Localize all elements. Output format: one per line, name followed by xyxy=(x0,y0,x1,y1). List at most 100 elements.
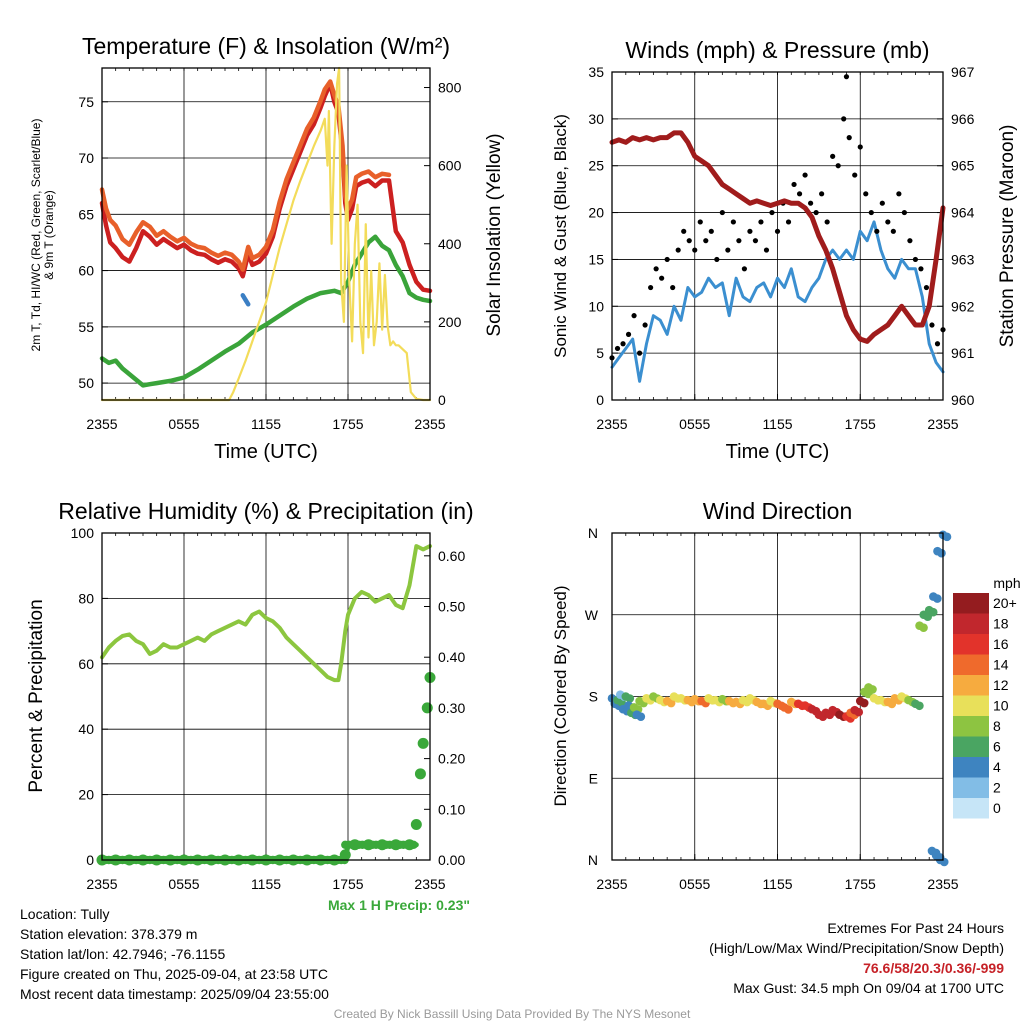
gust-point xyxy=(857,144,863,150)
precip-point xyxy=(421,702,433,714)
gust-point xyxy=(730,219,736,225)
y-tick-label: 40 xyxy=(78,721,94,737)
chart-title: Relative Humidity (%) & Precipitation (i… xyxy=(58,498,473,524)
y2-tick-label: 965 xyxy=(951,158,975,174)
extremes-title: Extremes For Past 24 Hours xyxy=(827,920,1004,936)
direction-point xyxy=(937,548,946,558)
precip-point xyxy=(404,839,415,851)
gust-point xyxy=(642,322,648,328)
gust-point xyxy=(863,191,869,197)
gust-point xyxy=(841,116,847,122)
gust-point xyxy=(846,135,852,141)
colorbar-swatch xyxy=(953,716,989,737)
y-tick-label: 55 xyxy=(78,319,94,335)
chart-title: Wind Direction xyxy=(703,498,853,524)
gust-point xyxy=(692,247,698,253)
x-tick-label: 2355 xyxy=(414,876,445,892)
colorbar-tick-label: 4 xyxy=(993,759,1001,775)
precip-point xyxy=(410,819,422,831)
x-tick-label: 2355 xyxy=(86,416,117,432)
colorbar-swatch xyxy=(953,593,989,614)
colorbar-swatch xyxy=(953,695,989,716)
precip-point xyxy=(349,839,361,851)
gust-point xyxy=(796,191,803,197)
x-tick-label: 1755 xyxy=(332,876,363,892)
x-tick-label: 1755 xyxy=(332,416,363,432)
plot-frame xyxy=(101,532,431,861)
y2-axis-label: Station Pressure (Maroon) xyxy=(997,125,1018,348)
y-axis-label: 2m T, Td, HI/WC (Red, Green, Scarlet/Blu… xyxy=(29,119,56,352)
gust-point xyxy=(659,275,665,281)
colorbar-tick-label: 14 xyxy=(993,657,1009,673)
precip-annotation: Max 1 H Precip: 0.23" xyxy=(328,897,470,913)
plot-frame xyxy=(611,532,944,861)
latlon-text: Station lat/lon: 42.7946; -76.1155 xyxy=(20,946,226,962)
gust-point xyxy=(879,200,885,206)
direction-point xyxy=(636,712,646,721)
elevation-text: Station elevation: 378.379 m xyxy=(20,926,198,942)
y-axis-label-line: & 9m T (Orange) xyxy=(42,190,56,280)
y2-tick-label: 0.40 xyxy=(438,649,465,665)
gust-point xyxy=(813,209,819,216)
plot-frame xyxy=(101,67,431,401)
series-line xyxy=(100,66,432,402)
y-axis-label: Direction (Colored By Speed) xyxy=(551,585,570,806)
y-tick-label: 5 xyxy=(596,345,604,361)
gust-point xyxy=(885,219,891,225)
gust-point xyxy=(835,163,841,169)
gust-point xyxy=(918,266,924,272)
y-tick-label: 65 xyxy=(78,206,94,222)
y2-tick-label: 0.30 xyxy=(438,700,465,716)
direction-point xyxy=(784,705,793,714)
gust-point xyxy=(708,228,714,234)
direction-point xyxy=(939,857,949,867)
gust-point xyxy=(852,172,858,178)
y2-tick-label: 800 xyxy=(438,80,462,96)
gust-point xyxy=(620,341,626,347)
gust-point xyxy=(664,256,670,263)
chart-title: Winds (mph) & Pressure (mb) xyxy=(625,37,929,63)
y-tick-label: W xyxy=(585,607,599,623)
y-tick-label: 30 xyxy=(588,111,604,127)
recent-data-text: Most recent data timestamp: 2025/09/04 2… xyxy=(20,986,329,1002)
x-tick-label: 1755 xyxy=(845,876,876,892)
y2-tick-label: 967 xyxy=(951,64,975,80)
y2-tick-label: 962 xyxy=(951,298,975,314)
gust-point xyxy=(901,209,907,216)
direction-point xyxy=(919,623,928,632)
gust-point xyxy=(934,341,941,347)
colorbar-label: mph xyxy=(993,575,1020,591)
x-axis-label: Time (UTC) xyxy=(726,441,830,463)
gust-point xyxy=(912,256,919,263)
gust-point xyxy=(929,322,935,328)
colorbar-swatch xyxy=(953,634,989,655)
y-tick-label: 60 xyxy=(78,263,94,279)
y2-tick-label: 0 xyxy=(438,392,446,408)
colorbar-swatch xyxy=(953,675,989,696)
winds-chart: 0 5 10 15 20 25 30 35 960 961 962 963 964 965 966 967 23… xyxy=(551,37,1018,463)
y-tick-label: 20 xyxy=(78,787,94,803)
credit-line: Created By Nick Bassill Using Data Provi… xyxy=(333,1007,691,1021)
colorbar-tick-label: 10 xyxy=(993,698,1009,714)
gust-point xyxy=(648,284,654,291)
x-tick-label: 1155 xyxy=(762,416,792,432)
x-tick-label: 2355 xyxy=(414,416,445,432)
gust-point xyxy=(697,219,703,225)
gust-point xyxy=(752,238,759,244)
colorbar-tick-label: 2 xyxy=(993,780,1001,796)
gust-point xyxy=(625,331,632,337)
precip-point xyxy=(390,839,402,851)
gust-point xyxy=(747,228,753,234)
direction-point xyxy=(933,594,942,603)
gust-point xyxy=(868,209,874,216)
y-axis-label: Sonic Wind & Gust (Blue, Black) xyxy=(551,114,570,358)
y2-tick-label: 0.60 xyxy=(438,548,465,564)
y-tick-label: N xyxy=(588,852,598,868)
y2-tick-label: 0.50 xyxy=(438,599,465,615)
y-tick-label: 80 xyxy=(78,590,94,606)
series-line xyxy=(609,130,946,344)
x-tick-label: 1155 xyxy=(762,876,792,892)
y2-tick-label: 961 xyxy=(951,345,975,361)
gust-point xyxy=(785,219,792,225)
y-tick-label: 15 xyxy=(588,251,604,267)
